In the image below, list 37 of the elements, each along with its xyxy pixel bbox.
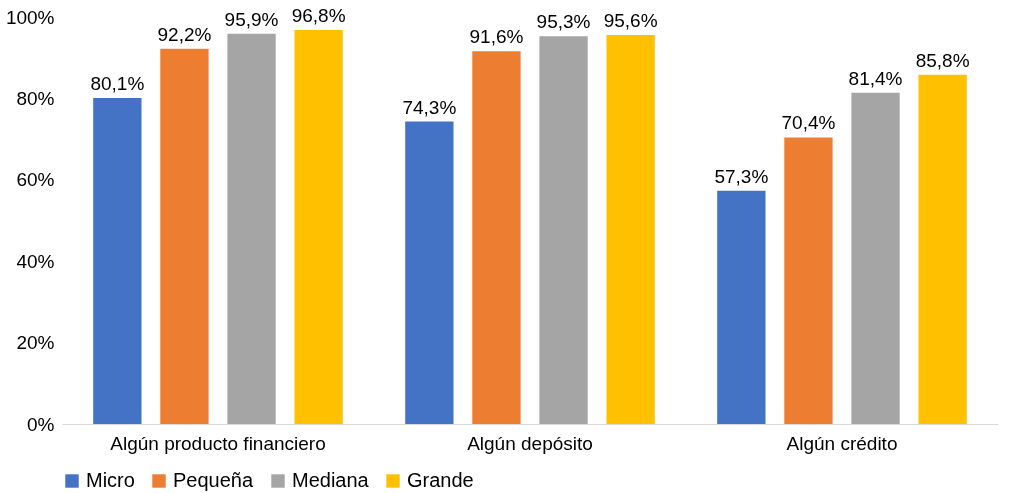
bar [227, 33, 276, 424]
bar [294, 30, 343, 424]
y-tick-label: 40% [16, 250, 55, 272]
y-tick-label: 60% [16, 169, 55, 191]
data-label: 95,6% [603, 9, 658, 31]
y-tick-label: 0% [27, 413, 55, 435]
data-label: 92,2% [157, 23, 212, 45]
bar [472, 51, 521, 424]
bar [93, 97, 142, 424]
data-label: 95,9% [224, 8, 279, 30]
bar [160, 48, 209, 424]
data-label: 81,4% [848, 67, 903, 89]
data-label: 85,8% [915, 49, 970, 71]
legend-label: Mediana [292, 469, 370, 491]
bar [539, 36, 588, 424]
legend-label: Micro [86, 469, 135, 491]
x-tick-label: Algún depósito [467, 432, 593, 454]
data-label: 91,6% [469, 26, 524, 48]
data-label: 74,3% [402, 96, 457, 118]
data-label: 57,3% [714, 165, 769, 187]
data-label: 70,4% [781, 112, 836, 134]
x-tick-label: Algún crédito [786, 432, 898, 454]
bar [606, 34, 655, 424]
bar [918, 74, 967, 424]
data-label: 95,3% [536, 11, 591, 33]
y-tick-label: 100% [5, 6, 55, 28]
y-tick-label: 80% [16, 87, 55, 109]
y-tick-label: 20% [16, 332, 55, 354]
x-tick-label: Algún producto financiero [110, 432, 326, 454]
bar [405, 121, 454, 424]
legend-label: Pequeña [173, 469, 254, 491]
legend-label: Grande [407, 469, 474, 491]
data-label: 80,1% [90, 72, 145, 94]
bar [784, 137, 833, 424]
bar [717, 190, 766, 424]
data-label: 96,8% [291, 5, 346, 27]
bar [851, 92, 900, 424]
